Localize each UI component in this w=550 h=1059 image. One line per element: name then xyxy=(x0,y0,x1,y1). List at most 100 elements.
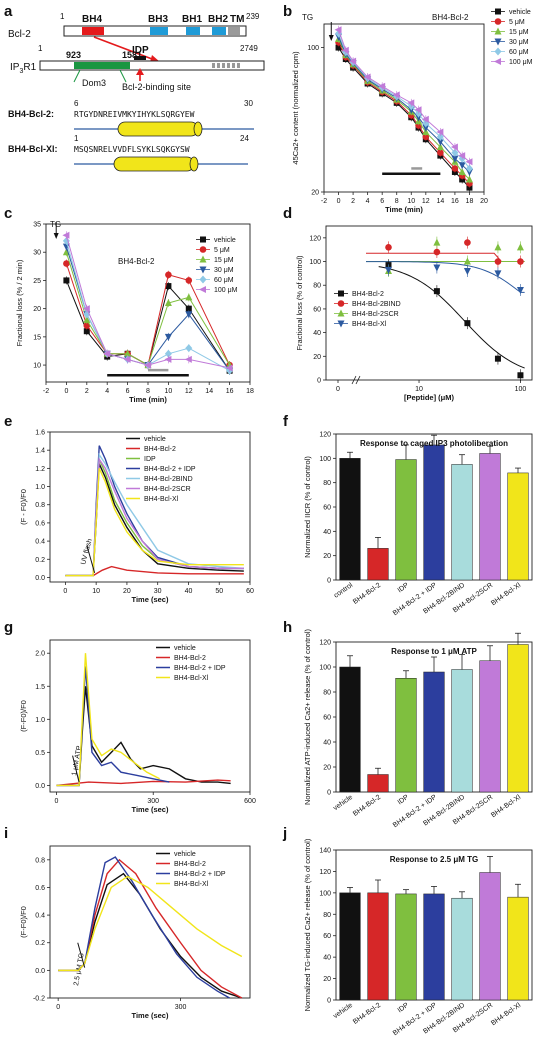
category-label: BH4-Bcl-2 xyxy=(352,582,382,606)
panel-letter-f: f xyxy=(283,413,289,430)
y-tick-label: 80 xyxy=(323,480,331,487)
y-tick-label: 0.0 xyxy=(35,783,45,790)
bar xyxy=(451,669,473,793)
data-point xyxy=(465,175,473,183)
y-tick-label: 0.0 xyxy=(35,575,45,582)
bcl2-domain-bh2 xyxy=(212,27,226,35)
legend-label: 5 μM xyxy=(214,247,230,254)
y-tick-label: 60 xyxy=(323,715,331,722)
legend-marker xyxy=(199,275,207,284)
binding-arrow-head xyxy=(136,68,144,75)
category-label: BH4-Bcl-2 xyxy=(352,794,382,818)
category-label: BH4-Bcl-Xl xyxy=(490,582,522,608)
legend-label: BH4-Bcl-2SCR xyxy=(352,311,399,318)
y-tick-label: 80 xyxy=(313,283,321,290)
peptide-bcl2-sequence: RTGYDNREIVMKYIHYKLSQRGYEW xyxy=(74,110,195,119)
peptide-bclxl-helix-end xyxy=(189,156,199,172)
y-tick-label: 0.2 xyxy=(35,557,45,564)
data-point xyxy=(433,238,441,246)
peptide-bclxl-start: 1 xyxy=(74,134,79,143)
panel-letter-h: h xyxy=(283,619,292,636)
y-tick-label: 1.2 xyxy=(35,466,45,473)
bar xyxy=(367,774,389,793)
chart-title: Response to 2.5 μM TG xyxy=(390,855,478,864)
x-tick-label: 40 xyxy=(185,588,193,595)
data-point xyxy=(458,152,466,160)
legend-marker xyxy=(199,286,206,293)
data-point xyxy=(164,349,172,358)
data-point xyxy=(335,44,342,51)
bar xyxy=(479,872,501,1001)
bar xyxy=(507,644,529,793)
data-point xyxy=(349,57,357,65)
x-tick-label: 6 xyxy=(380,198,384,205)
legend-label: BH4-Bcl-Xl xyxy=(174,675,209,682)
data-point xyxy=(463,268,471,276)
y-tick-label: 60 xyxy=(323,933,331,940)
x-tick-label: 10 xyxy=(415,386,423,393)
data-point xyxy=(494,258,502,265)
legend-marker xyxy=(494,38,502,46)
y-tick-label: 0.6 xyxy=(35,885,45,892)
category-label: IDP xyxy=(397,1002,411,1015)
y-tick-label: 0 xyxy=(327,790,331,797)
data-point xyxy=(494,243,502,251)
data-point xyxy=(465,158,473,166)
legend-label: vehicle xyxy=(174,645,196,652)
x-tick-label: 600 xyxy=(244,798,256,805)
bcl2-start: 1 xyxy=(60,12,65,21)
x-tick-label: 10 xyxy=(407,198,415,205)
y-tick-label: 120 xyxy=(319,432,331,439)
x-tick-label: 0 xyxy=(63,588,67,595)
data-point xyxy=(407,99,415,107)
bcl2-domain-bh1 xyxy=(186,27,200,35)
bar xyxy=(507,472,529,581)
bar xyxy=(339,458,361,581)
chart-g: 0 300 600 0.0 0.5 1.0 1.5 2.0 (F-F0)/F0 Time (sec… xyxy=(19,639,256,814)
data-point xyxy=(450,143,458,151)
data-point xyxy=(185,293,193,301)
peptide-bclxl-end: 24 xyxy=(240,134,249,143)
y-tick-label: 100 xyxy=(309,259,321,266)
y-tick-label: 0.0 xyxy=(35,968,45,975)
data-point xyxy=(184,355,192,363)
bh4-arrow-head xyxy=(150,55,160,62)
y-tick-label: 25 xyxy=(33,278,41,285)
y-tick-label: 0.5 xyxy=(35,750,45,757)
y-tick-label: 100 xyxy=(307,45,319,52)
x-tick-label: 16 xyxy=(226,388,234,395)
dom3-brackets xyxy=(73,69,127,83)
category-label: BH4-Bcl-2 xyxy=(352,1002,382,1026)
x-tick-label: 0 xyxy=(54,798,58,805)
x-tick-label: 300 xyxy=(147,798,159,805)
peptide-bclxl-helix xyxy=(113,156,195,172)
legend-label: vehicle xyxy=(174,851,196,858)
legend-label: BH4-Bcl-2 + IDP xyxy=(174,665,226,672)
legend-label: BH4-Bcl-2 xyxy=(352,291,384,298)
legend-label: BH4-Bcl-2 xyxy=(174,861,206,868)
data-point xyxy=(144,361,151,369)
data-point xyxy=(185,311,193,319)
chart-i: 0 300 -0.2 0.0 0.2 0.4 0.6 0.8 (F-F0)/F0 Time (se… xyxy=(19,845,251,1020)
x-axis-label: Time (sec) xyxy=(132,1011,169,1020)
data-point xyxy=(517,372,524,379)
data-point xyxy=(363,73,371,81)
chart-c: -2 0 2 4 6 8 10 12 14 16 18 10 15 20 25 30 35 Fractional … xyxy=(15,222,254,405)
data-point xyxy=(422,124,430,132)
data-point xyxy=(433,248,441,256)
legend-marker xyxy=(337,300,345,307)
bcl2-label: Bcl-2 xyxy=(8,29,31,40)
data-point xyxy=(378,82,386,90)
tm-domain-label: TM xyxy=(230,14,244,25)
panel-letter-c: c xyxy=(4,205,12,222)
panel-letter-b: b xyxy=(283,3,292,20)
bar xyxy=(395,459,417,581)
bar xyxy=(507,896,529,1001)
x-tick-label: 50 xyxy=(215,588,223,595)
data-point xyxy=(517,258,524,265)
peptide-bcl2-helix-end xyxy=(193,121,203,137)
data-point xyxy=(225,364,233,372)
y-axis-label: Normalized ATP-induced Ca2+ release (% o… xyxy=(303,629,312,805)
